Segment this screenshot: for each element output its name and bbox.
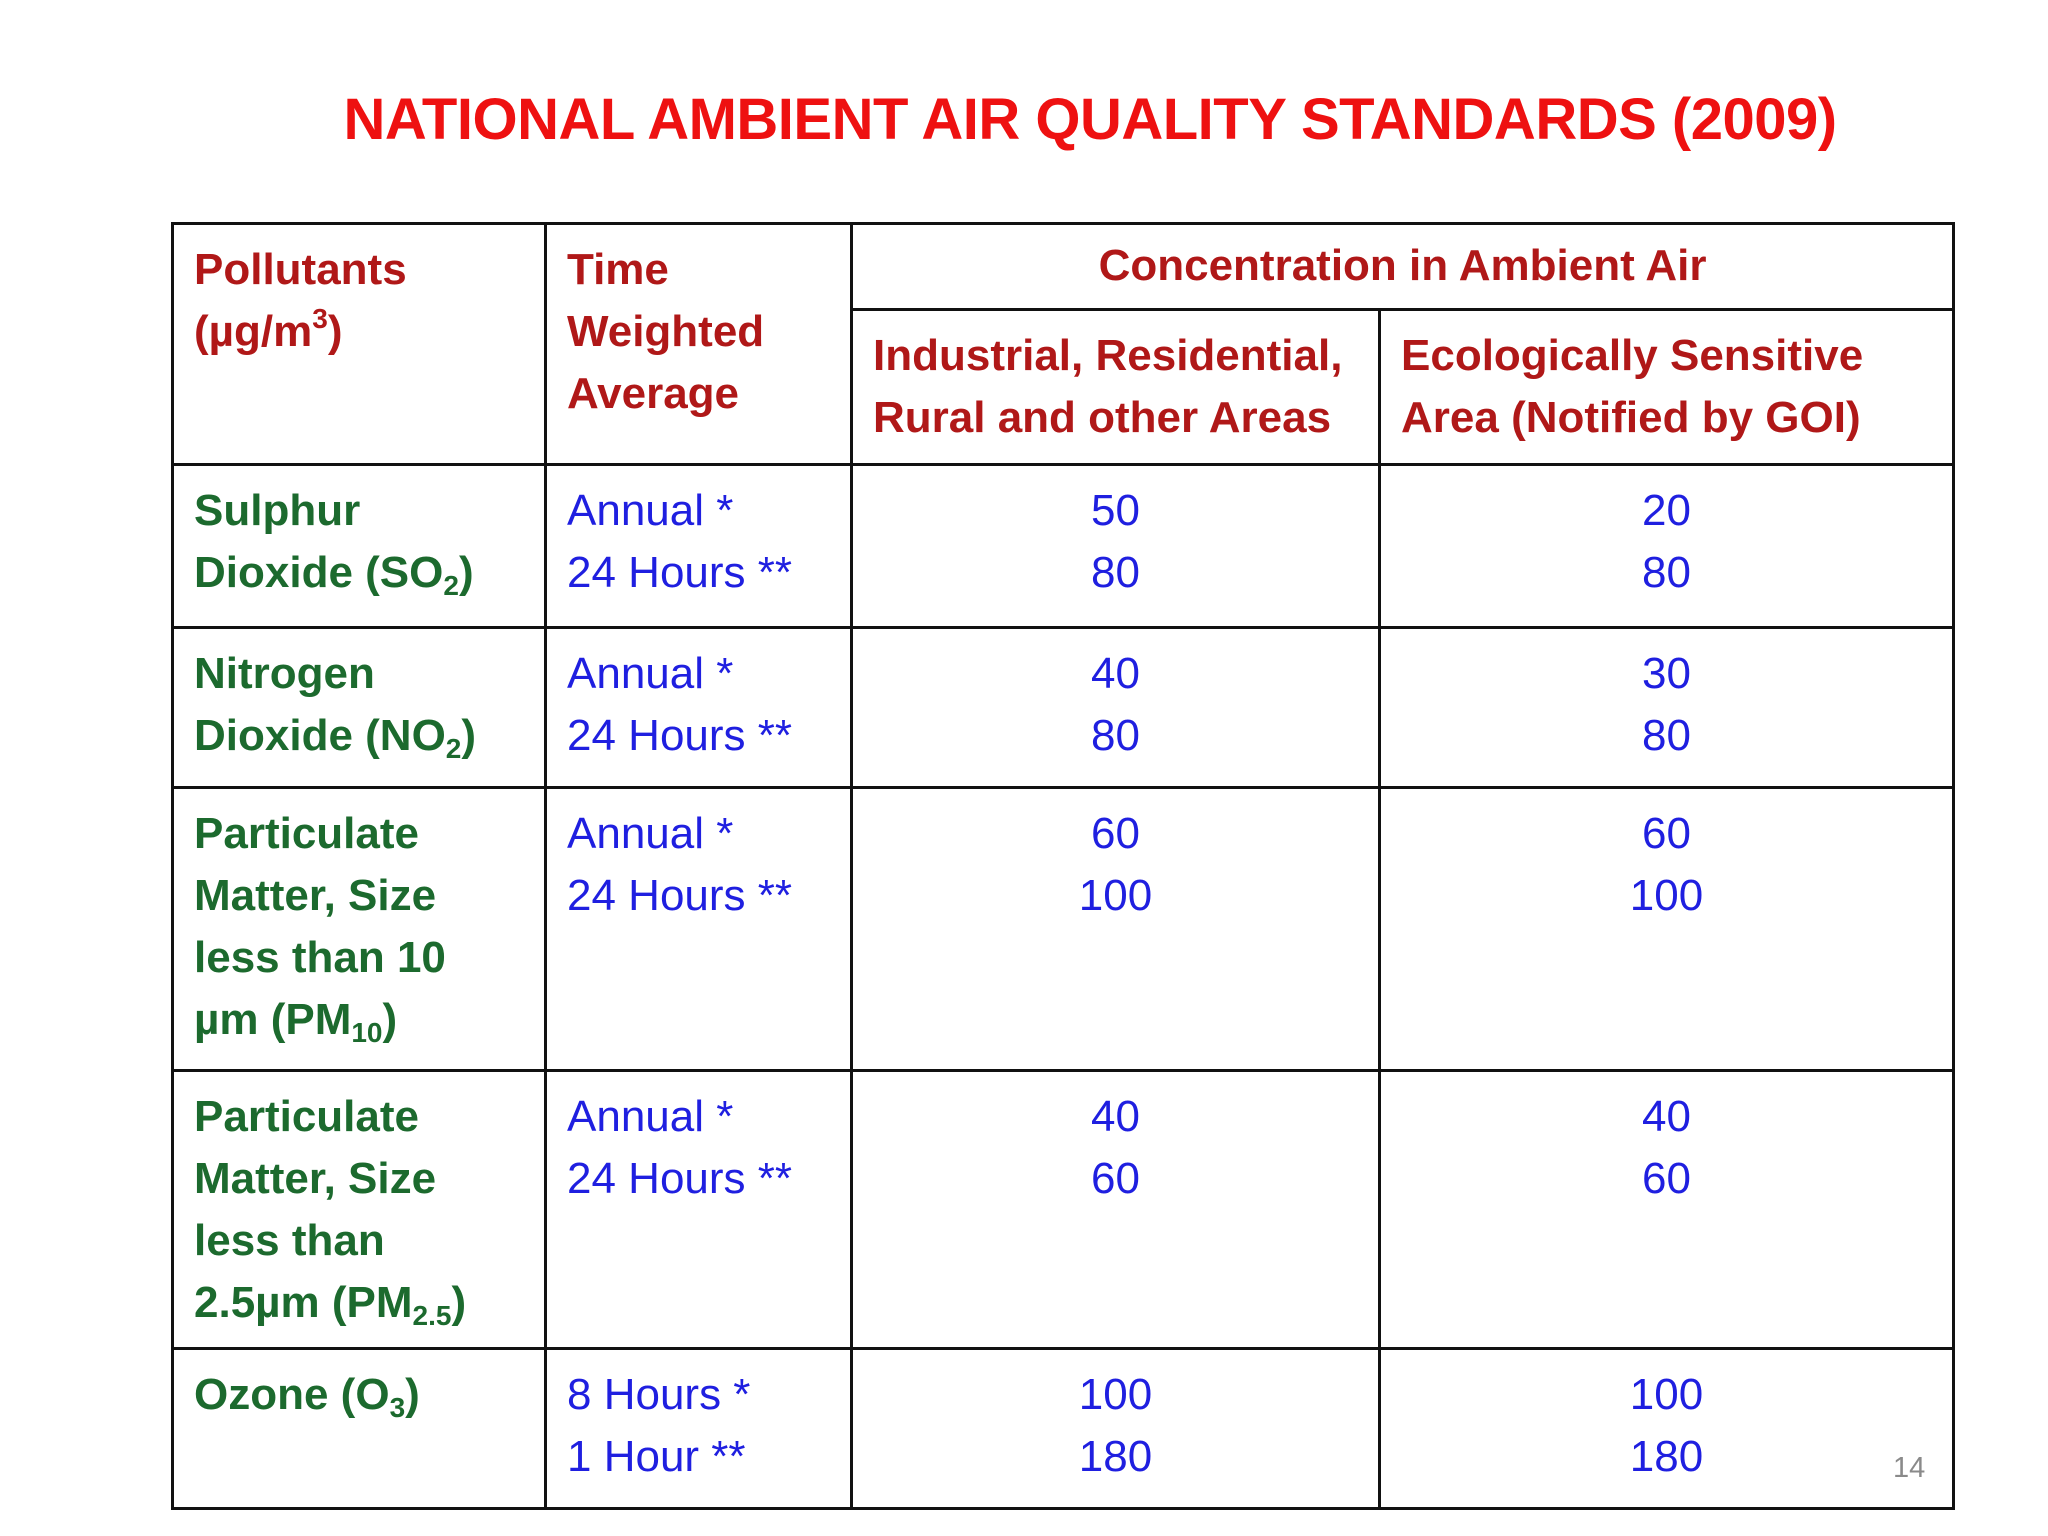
pollutant-cell: Particulate Matter, Size less than 2.5µm… [171,1069,547,1350]
twa-cell: Annual * 24 Hours ** [544,786,853,1072]
pollutant-cell: Ozone (O3) [171,1347,547,1510]
header-row: Pollutants (µg/m3) Time Weighted Average… [171,222,1956,466]
value-cell-industrial: 60 100 [850,786,1381,1072]
table-row: Sulphur Dioxide (SO2) Annual * 24 Hours … [171,463,1956,629]
header-industrial-areas: Industrial, Residential, Rural and other… [850,308,1381,466]
value-cell-sensitive: 20 80 [1377,463,1956,629]
air-quality-table: Pollutants (µg/m3) Time Weighted Average… [171,222,1956,1510]
value-cell-sensitive: 60 100 [1377,786,1956,1072]
page-number: 14 [1893,1452,1926,1484]
header-time-weighted-average: Time Weighted Average [544,222,853,466]
value-cell-industrial: 40 60 [850,1069,1381,1350]
table-row: Ozone (O3) 8 Hours * 1 Hour ** 100 180 1… [171,1347,1956,1510]
twa-cell: Annual * 24 Hours ** [544,463,853,629]
value-cell-sensitive: 30 80 [1377,626,1956,789]
pollutant-cell: Nitrogen Dioxide (NO2) [171,626,547,789]
value-cell-sensitive: 40 60 [1377,1069,1956,1350]
slide-title: NATIONAL AMBIENT AIR QUALITY STANDARDS (… [343,87,1837,152]
pollutant-cell: Sulphur Dioxide (SO2) [171,463,547,629]
value-cell-industrial: 50 80 [850,463,1381,629]
twa-cell: Annual * 24 Hours ** [544,1069,853,1350]
header-concentration: Concentration in Ambient Air [849,222,1956,311]
value-cell-industrial: 100 180 [850,1347,1381,1510]
table-row: Particulate Matter, Size less than 2.5µm… [171,1069,1956,1350]
table-row: Particulate Matter, Size less than 10 µm… [171,786,1956,1072]
header-ecologically-sensitive: Ecologically Sensitive Area (Notified by… [1377,308,1956,466]
pollutants-label: Pollutants [194,245,407,294]
unit-label: (µg/m3) [194,303,343,357]
table-row: Nitrogen Dioxide (NO2) Annual * 24 Hours… [171,626,1956,789]
twa-cell: Annual * 24 Hours ** [544,626,853,789]
value-cell-industrial: 40 80 [850,626,1381,789]
value-cell-sensitive: 100 180 [1377,1347,1956,1510]
subheader-row: Industrial, Residential, Rural and other… [173,308,1956,466]
pollutant-cell: Particulate Matter, Size less than 10 µm… [171,786,547,1072]
twa-cell: 8 Hours * 1 Hour ** [544,1347,853,1510]
header-pollutants: Pollutants (µg/m3) [171,222,547,466]
